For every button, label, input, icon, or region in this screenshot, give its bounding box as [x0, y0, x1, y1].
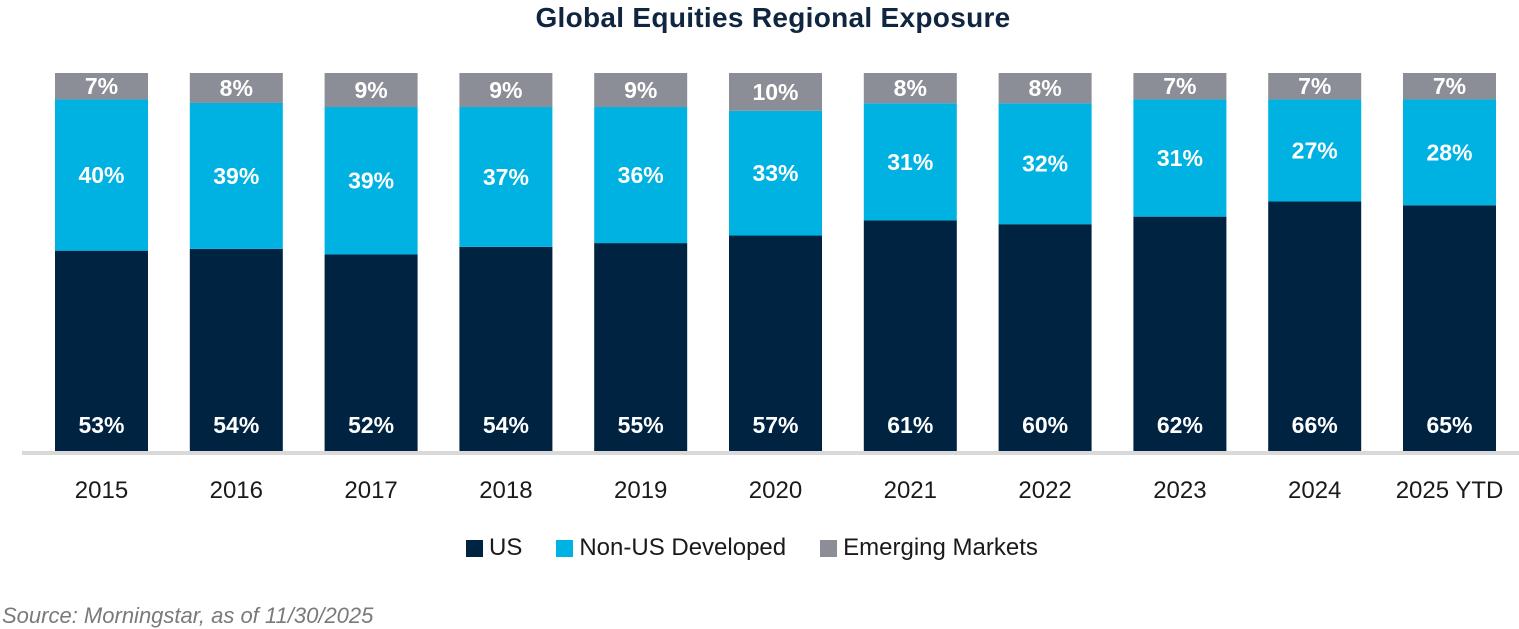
data-label-non-us-developed-2023: 31% — [1157, 145, 1203, 171]
bar-non-us-developed-2022 — [998, 103, 1092, 225]
bar-emerging-markets-2024 — [1268, 73, 1362, 100]
data-label-emerging-markets-2018: 9% — [489, 77, 522, 103]
legend-label-emerging-markets: Emerging Markets — [843, 534, 1038, 561]
bar-us-2018 — [459, 246, 553, 451]
data-label-us-2016: 54% — [213, 412, 259, 438]
bar-emerging-markets-2018 — [459, 73, 553, 108]
source-note: Source: Morningstar, as of 11/30/2025 — [2, 603, 374, 628]
bar-non-us-developed-2018 — [459, 107, 553, 247]
x-tick-label-2020: 2020 — [749, 477, 802, 504]
data-label-emerging-markets-2023: 7% — [1163, 73, 1196, 99]
bar-us-2025-ytd — [1403, 205, 1496, 451]
data-label-us-2018: 54% — [483, 412, 529, 438]
bar-non-us-developed-2017 — [324, 107, 418, 255]
bar-emerging-markets-2017 — [324, 73, 418, 108]
data-label-us-2023: 62% — [1157, 412, 1203, 438]
legend-swatch-emerging-markets — [820, 539, 838, 557]
legend-label-non-us-developed: Non-US Developed — [579, 534, 787, 561]
legend-swatch-us — [466, 539, 483, 557]
legend-item-non-us-developed: Non-US Developed — [556, 534, 786, 562]
bar-non-us-developed-2016 — [189, 102, 283, 249]
data-label-non-us-developed-2018: 37% — [483, 164, 529, 190]
data-label-us-2017: 52% — [348, 412, 394, 438]
x-tick-label-2023: 2023 — [1153, 477, 1206, 504]
x-tick-label-2022: 2022 — [1018, 477, 1071, 504]
chart-title: Global Equities Regional Exposure — [535, 2, 1011, 33]
bar-us-2020 — [729, 235, 822, 451]
legend-item-us: US — [466, 534, 522, 562]
data-label-non-us-developed-2022: 32% — [1022, 151, 1068, 177]
legend-item-emerging-markets: Emerging Markets — [820, 534, 1038, 562]
bar-emerging-markets-2023 — [1133, 73, 1227, 100]
data-label-us-2015: 53% — [78, 412, 124, 438]
data-label-non-us-developed-2021: 31% — [887, 149, 933, 175]
x-tick-label-2021: 2021 — [884, 477, 937, 504]
x-tick-label-2017: 2017 — [344, 477, 397, 504]
bar-non-us-developed-2015 — [55, 99, 148, 251]
x-tick-label-2015: 2015 — [75, 477, 128, 504]
bar-us-2024 — [1268, 201, 1362, 451]
bars-group: 53% 40% 7% 54% 39% 8% 52% 39% 9% 54% 37% 9% 55% 36% 9%… — [55, 73, 1496, 451]
x-tick-label-2025-ytd: 2025 YTD — [1396, 477, 1504, 504]
data-label-non-us-developed-2017: 39% — [348, 168, 394, 194]
data-label-emerging-markets-2017: 9% — [354, 77, 387, 103]
stacked-bar-chart: 53% 40% 7% 54% 39% 8% 52% 39% 9% 54% 37% 9% 55% 36% 9%… — [22, 73, 1519, 504]
data-label-non-us-developed-2020: 33% — [752, 160, 798, 186]
bar-us-2022 — [998, 224, 1092, 451]
data-label-us-2025-ytd: 65% — [1426, 412, 1472, 438]
bar-us-2016 — [189, 248, 283, 451]
data-label-us-2022: 60% — [1022, 412, 1068, 438]
bar-emerging-markets-2025-ytd — [1403, 73, 1496, 100]
data-label-us-2019: 55% — [618, 412, 664, 438]
data-label-emerging-markets-2025-ytd: 7% — [1433, 73, 1466, 99]
x-tick-label-2016: 2016 — [210, 477, 263, 504]
data-label-emerging-markets-2021: 8% — [894, 75, 927, 101]
x-tick-label-2024: 2024 — [1288, 477, 1341, 504]
bar-non-us-developed-2021 — [863, 103, 957, 221]
data-label-emerging-markets-2015: 7% — [85, 73, 118, 99]
bar-non-us-developed-2024 — [1268, 99, 1362, 202]
bar-non-us-developed-2025-ytd — [1403, 99, 1496, 206]
bar-non-us-developed-2019 — [594, 107, 688, 244]
data-label-us-2021: 61% — [887, 412, 933, 438]
bar-emerging-markets-2020 — [729, 73, 822, 111]
bar-emerging-markets-2022 — [998, 73, 1092, 104]
data-label-non-us-developed-2024: 27% — [1292, 137, 1338, 163]
data-label-non-us-developed-2025-ytd: 28% — [1426, 139, 1472, 165]
data-label-non-us-developed-2019: 36% — [618, 162, 664, 188]
bar-emerging-markets-2021 — [863, 73, 957, 104]
bar-us-2021 — [863, 220, 957, 451]
data-label-emerging-markets-2020: 10% — [752, 79, 798, 105]
legend-swatch-non-us-developed — [556, 539, 574, 557]
bar-emerging-markets-2016 — [189, 73, 283, 103]
bar-emerging-markets-2015 — [55, 73, 148, 100]
legend-label-us: US — [489, 534, 523, 561]
data-label-non-us-developed-2016: 39% — [213, 163, 259, 189]
bar-us-2019 — [594, 243, 688, 451]
data-label-emerging-markets-2024: 7% — [1298, 73, 1331, 99]
x-tick-label-2018: 2018 — [479, 477, 532, 504]
data-label-emerging-markets-2022: 8% — [1028, 75, 1061, 101]
legend: US Non-US Developed Emerging Markets — [466, 534, 1072, 562]
bar-non-us-developed-2020 — [729, 110, 822, 236]
data-label-non-us-developed-2015: 40% — [78, 162, 124, 188]
x-tick-label-2019: 2019 — [614, 477, 667, 504]
bar-us-2023 — [1133, 216, 1227, 451]
data-label-emerging-markets-2016: 8% — [220, 75, 253, 101]
x-axis-ticks: 2015 2016 2017 2018 2019 2020 2021 2022 2023 2024… — [75, 477, 1504, 504]
data-label-us-2024: 66% — [1292, 412, 1338, 438]
bar-non-us-developed-2023 — [1133, 99, 1227, 217]
bar-us-2015 — [55, 250, 148, 451]
data-label-us-2020: 57% — [752, 412, 798, 438]
bar-us-2017 — [324, 254, 418, 451]
bar-emerging-markets-2019 — [594, 73, 688, 108]
data-label-emerging-markets-2019: 9% — [624, 77, 657, 103]
